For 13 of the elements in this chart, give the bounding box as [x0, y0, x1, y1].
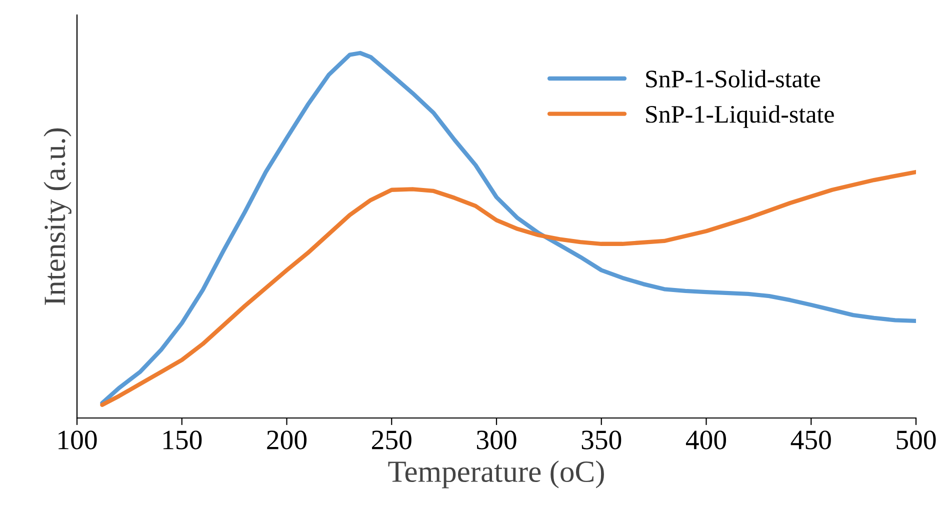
x-axis-title: Temperature (oC) [388, 460, 604, 488]
x-tick-label: 350 [582, 430, 622, 450]
x-tick-label: 150 [163, 430, 202, 450]
legend-label: SnP-1-Liquid-state [646, 105, 834, 128]
x-tick-label: 400 [686, 430, 726, 450]
x-tick-label: 250 [372, 430, 412, 450]
x-tick-label: 500 [896, 430, 936, 450]
y-axis-title: Intensity (a.u.) [44, 128, 72, 305]
legend-label: SnP-1-Solid-state [646, 70, 820, 88]
x-tick-label: 100 [58, 430, 97, 450]
x-tick-label: 300 [476, 430, 516, 450]
x-tick-label: 200 [267, 430, 307, 450]
x-tick-label: 450 [790, 430, 831, 450]
